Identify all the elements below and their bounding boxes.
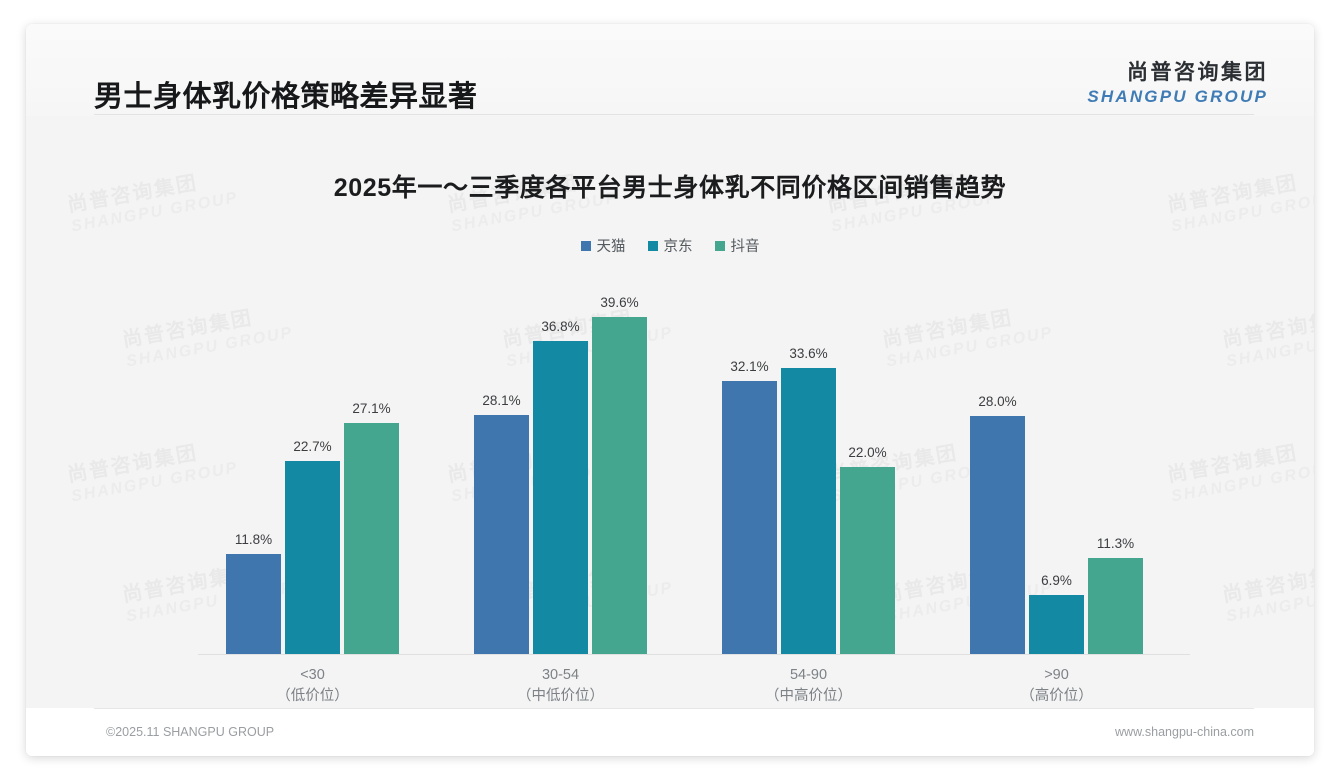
bar-京东-1[interactable]: 36.8% — [533, 319, 588, 654]
header-divider — [94, 114, 1254, 115]
category-range: 30-54 — [541, 667, 580, 683]
legend-item-京东[interactable]: 京东 — [647, 235, 693, 256]
bar-抖音-2[interactable]: 22.0% — [840, 445, 895, 654]
watermark-text-cn: 尚普咨询集团 — [1220, 562, 1314, 607]
watermark-text-cn: 尚普咨询集团 — [1220, 307, 1314, 352]
bar-抖音-3[interactable]: 11.3% — [1088, 536, 1143, 654]
bar-value-label: 22.7% — [293, 438, 332, 454]
bar-抖音-0[interactable]: 27.1% — [344, 401, 399, 654]
bar-value-label: 6.9% — [1041, 573, 1072, 589]
bar-group-2: 32.1% 33.6% 22.0% 54-90 （中高价位） — [722, 254, 895, 704]
x-axis-category-label-2: 54-90 （中高价位） — [765, 665, 852, 707]
bar-天猫-2[interactable]: 32.1% — [722, 359, 777, 654]
category-tier: （低价位） — [276, 688, 349, 705]
bar-value-label: 36.8% — [541, 318, 580, 334]
footer-copyright: ©2025.11 SHANGPU GROUP — [106, 725, 275, 739]
brand-logo-cn: 尚普咨询集团 — [1127, 61, 1268, 84]
bar-抖音-1[interactable]: 39.6% — [592, 295, 647, 654]
bar-天猫-1[interactable]: 28.1% — [474, 393, 529, 654]
bar-天猫-3[interactable]: 28.0% — [970, 394, 1025, 654]
bar-value-label: 32.1% — [730, 358, 769, 374]
bar-value-label: 28.1% — [482, 392, 521, 408]
category-range: 54-90 — [789, 667, 828, 683]
category-tier: （高价位） — [1020, 688, 1093, 705]
bar-group-3: 28.0% 6.9% 11.3% >90 （高价位） — [970, 254, 1143, 704]
bar-group-0: 11.8% 22.7% 27.1% <30 （低价位） — [226, 254, 399, 704]
bar-京东-3[interactable]: 6.9% — [1029, 573, 1084, 654]
x-axis-category-label-1: 30-54 （中低价位） — [517, 665, 604, 707]
chart-title: 2025年一～三季度各平台男士身体乳不同价格区间销售趋势 — [333, 174, 1007, 202]
category-range: >90 — [1044, 667, 1069, 683]
slide-header: 男士身体乳价格策略差异显著 尚普咨询集团 SHANGPU GROUP — [26, 24, 1314, 116]
slide-footer: ©2025.11 SHANGPU GROUP www.shangpu-china… — [26, 708, 1314, 756]
page-title: 男士身体乳价格策略差异显著 — [94, 81, 478, 113]
legend-label: 天猫 — [596, 239, 626, 255]
bar-value-label: 22.0% — [848, 444, 887, 460]
legend-label: 抖音 — [730, 239, 760, 255]
bar-京东-0[interactable]: 22.7% — [285, 439, 340, 654]
footer-website: www.shangpu-china.com — [1115, 725, 1254, 739]
legend-item-抖音[interactable]: 抖音 — [714, 235, 760, 256]
bar-value-label: 11.8% — [234, 531, 273, 547]
legend-swatch-icon — [580, 240, 591, 251]
bar-value-label: 39.6% — [600, 294, 639, 310]
bar-value-label: 28.0% — [978, 393, 1017, 409]
footer-divider — [94, 708, 1254, 709]
watermark-text-en: SHANGPU GROUP — [1224, 579, 1314, 626]
bar-天猫-0[interactable]: 11.8% — [226, 532, 281, 654]
brand-logo-en: SHANGPU GROUP — [1087, 87, 1268, 106]
legend-swatch-icon — [714, 240, 725, 251]
bar-京东-2[interactable]: 33.6% — [781, 346, 836, 654]
brand-logo: 尚普咨询集团 SHANGPU GROUP — [1087, 62, 1268, 105]
chart-legend: 天猫 京东 抖音 — [26, 235, 1314, 256]
bar-value-label: 11.3% — [1096, 535, 1135, 551]
x-axis-line — [198, 654, 1190, 655]
bar-group-1: 28.1% 36.8% 39.6% 30-54 （中低价位） — [474, 254, 647, 704]
legend-swatch-icon — [647, 240, 658, 251]
x-axis-category-label-3: >90 （高价位） — [1020, 665, 1093, 707]
category-tier: （中低价位） — [517, 688, 604, 705]
watermark-text-en: SHANGPU GROUP — [1224, 324, 1314, 371]
bar-value-label: 27.1% — [352, 401, 391, 417]
legend-label: 京东 — [663, 239, 693, 255]
chart-plot-area: 11.8% 22.7% 27.1% <30 （低价位） 28.1% 36.8% 39.6% 30… — [120, 244, 1220, 704]
category-range: <30 — [300, 667, 325, 683]
legend-item-天猫[interactable]: 天猫 — [580, 235, 626, 256]
x-axis-category-label-0: <30 （低价位） — [276, 665, 349, 707]
bar-value-label: 33.6% — [789, 346, 828, 362]
slide-card: 男士身体乳价格策略差异显著 尚普咨询集团 SHANGPU GROUP 尚普咨询集… — [26, 24, 1314, 756]
category-tier: （中高价位） — [765, 688, 852, 705]
chart-panel: 尚普咨询集团 SHANGPU GROUP 尚普咨询集团 SHANGPU GROUP 尚普… — [26, 116, 1314, 708]
